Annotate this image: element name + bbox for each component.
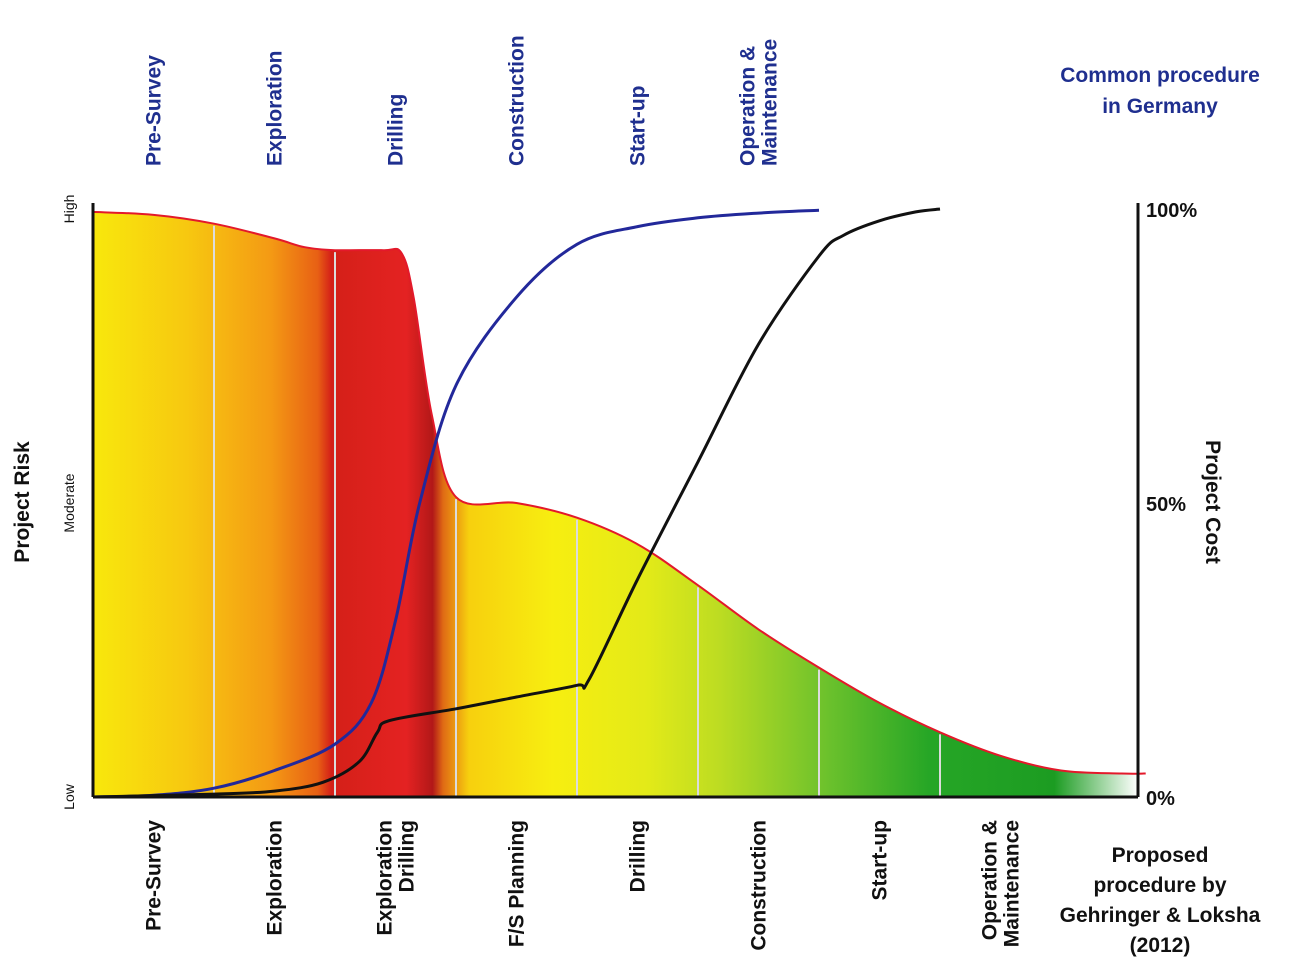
bottom-phase-label-6: Construction <box>748 820 771 951</box>
bottom-phase-label-3: ExplorationDrilling <box>374 820 419 936</box>
bottom-phase-label-7: Start-up <box>869 820 892 901</box>
bottom-phase-label-1: Pre-Survey <box>143 820 166 931</box>
risk-tick-high: High <box>61 195 77 224</box>
top-phase-label-4: Construction <box>506 35 529 166</box>
cost-tick-100pct: 100% <box>1146 200 1197 222</box>
bottom-phase-label-8: Operation &Maintenance <box>979 820 1024 947</box>
common-procedure-legend: Common procedure in Germany <box>1060 64 1260 118</box>
top-phase-labels: Pre-Survey Exploration Drilling Constructio… <box>143 35 782 166</box>
top-phase-label-5: Start-up <box>627 86 650 167</box>
cost-tick-50pct: 50% <box>1146 494 1186 516</box>
risk-tick-labels: Low Moderate High <box>61 195 77 810</box>
proposed-procedure-cost-line <box>92 207 941 799</box>
project-risk-axis-title: Project Risk <box>11 441 34 563</box>
top-phase-label-6: Operation &Maintenance <box>737 39 782 166</box>
phase-gridlines <box>213 225 941 797</box>
project-cost-axis-title: Project Cost <box>1201 440 1224 564</box>
risk-tick-low: Low <box>61 783 77 810</box>
bottom-phase-labels: Pre-Survey Exploration ExplorationDrilling… <box>143 820 1024 951</box>
risk-line <box>92 210 1146 775</box>
top-phase-label-2: Exploration <box>264 50 287 166</box>
proposed-procedure-legend: Proposed procedure by Gehringer & Loksha (2… <box>1060 844 1261 957</box>
bottom-phase-label-2: Exploration <box>264 820 287 936</box>
bottom-phase-label-4: F/S Planning <box>506 820 529 947</box>
cost-tick-0pct: 0% <box>1146 788 1175 810</box>
bottom-phase-label-5: Drilling <box>627 820 650 892</box>
risk-tick-moderate: Moderate <box>61 473 77 532</box>
risk-area <box>93 211 1146 797</box>
common-procedure-cost-line <box>92 208 820 799</box>
cost-tick-labels: 0% 50% 100% <box>1146 200 1197 810</box>
top-phase-label-1: Pre-Survey <box>143 55 166 166</box>
top-phase-label-3: Drilling <box>385 94 408 166</box>
